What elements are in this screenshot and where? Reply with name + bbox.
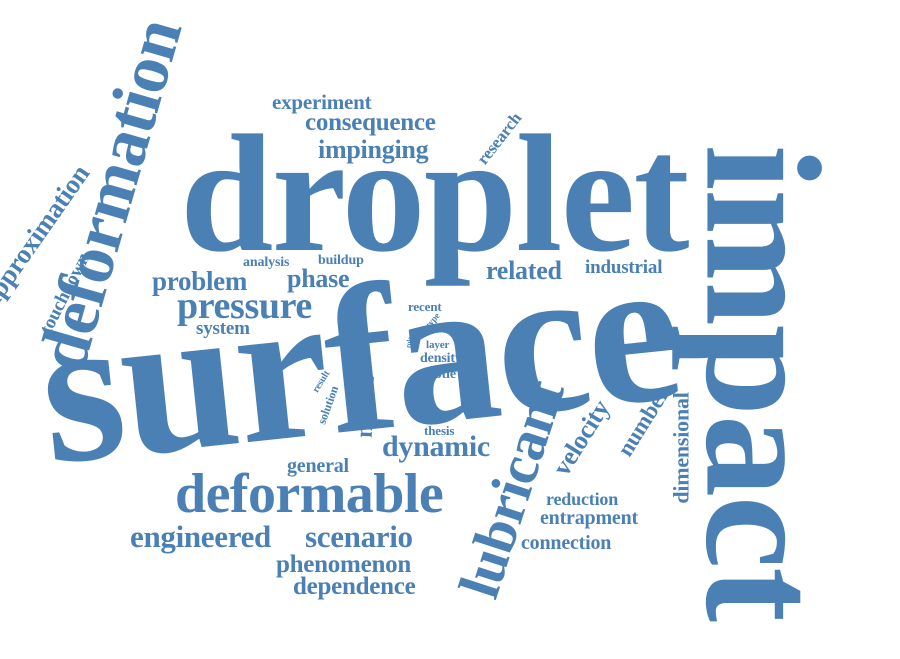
word-engineered: engineered: [130, 519, 271, 554]
word-density: density: [420, 351, 462, 366]
word-buildup: buildup: [318, 253, 364, 268]
word-problem: problem: [152, 266, 248, 296]
word-peak: peak: [412, 326, 431, 336]
word-droplet: droplet: [180, 101, 690, 287]
word-system: system: [196, 318, 250, 339]
word-dependence: dependence: [293, 573, 416, 600]
word-phenomenon: phenomenon: [276, 551, 412, 578]
word-numerical: numerical: [531, 157, 551, 230]
word-connection: connection: [521, 532, 612, 554]
word-analysis: analysis: [243, 255, 290, 270]
word-scenario: scenario: [305, 519, 413, 554]
word-impact: impact: [671, 144, 855, 621]
word-layer: layer: [426, 339, 450, 351]
word-model: model: [351, 375, 380, 439]
word-dimensional: dimensional: [668, 392, 694, 504]
word-recent: recent: [408, 299, 442, 314]
word-experiment: experiment: [272, 90, 372, 114]
word-related: related: [486, 256, 562, 285]
word-phase: phase: [287, 264, 350, 293]
word-reduction: reduction: [546, 489, 619, 509]
word-industrial: industrial: [585, 257, 663, 278]
word-consequence: consequence: [305, 109, 436, 136]
word-pressure: pressure: [177, 285, 312, 327]
word-impinging: impinging: [318, 135, 429, 164]
word-case: case: [353, 290, 367, 299]
word-dynamic: dynamic: [382, 430, 490, 463]
word-general: general: [287, 455, 349, 477]
word-thesis: thesis: [424, 423, 455, 438]
word-deformable: deformable: [175, 463, 444, 525]
word-entrapment: entrapment: [540, 507, 638, 529]
word-subtle: subtle: [421, 367, 456, 382]
